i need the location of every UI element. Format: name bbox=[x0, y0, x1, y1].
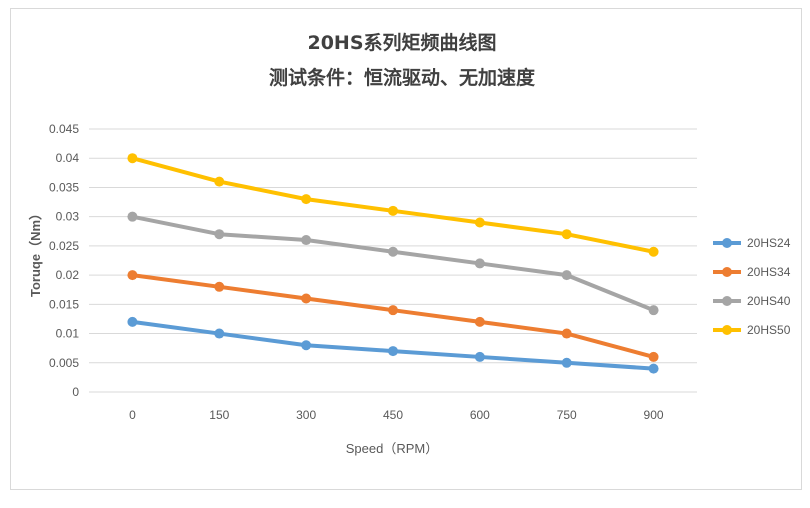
data-point-20HS40 bbox=[127, 211, 138, 222]
legend-label: 20HS24 bbox=[747, 236, 791, 250]
x-tick-label: 750 bbox=[557, 408, 577, 422]
y-tick-label: 0 bbox=[72, 385, 79, 399]
data-point-20HS40 bbox=[648, 305, 659, 316]
chart-subtitle: 测试条件：恒流驱动、无加速度 bbox=[269, 66, 536, 89]
y-axis-title: Toruqe（Nm） bbox=[28, 207, 43, 297]
legend-marker-20HS50 bbox=[722, 325, 732, 335]
chart-frame bbox=[10, 8, 802, 490]
legend-marker-20HS40 bbox=[722, 296, 732, 306]
x-tick-label: 600 bbox=[470, 408, 490, 422]
data-point-20HS24 bbox=[561, 357, 572, 368]
legend-label: 20HS40 bbox=[747, 294, 791, 308]
y-tick-label: 0.015 bbox=[49, 297, 79, 311]
data-point-20HS24 bbox=[214, 328, 225, 339]
y-tick-label: 0.04 bbox=[56, 151, 80, 165]
series-line-20HS34 bbox=[130, 273, 656, 359]
data-point-20HS34 bbox=[648, 351, 659, 362]
y-tick-label: 0.005 bbox=[49, 356, 79, 370]
data-point-20HS34 bbox=[214, 281, 225, 292]
x-tick-label: 150 bbox=[209, 408, 229, 422]
data-point-20HS40 bbox=[301, 235, 312, 246]
x-tick-label: 900 bbox=[644, 408, 664, 422]
y-tick-label: 0.025 bbox=[49, 239, 79, 253]
series-line-20HS24 bbox=[130, 319, 656, 371]
data-point-20HS24 bbox=[301, 340, 312, 351]
legend: 20HS24 20HS34 20HS40 20HS50 bbox=[713, 236, 791, 337]
data-point-20HS34 bbox=[301, 293, 312, 304]
data-point-20HS24 bbox=[474, 351, 485, 362]
data-point-20HS34 bbox=[474, 316, 485, 327]
data-point-20HS24 bbox=[127, 316, 138, 327]
y-tick-label: 0.045 bbox=[49, 122, 79, 136]
legend-label: 20HS50 bbox=[747, 323, 791, 337]
data-point-20HS50 bbox=[388, 205, 398, 216]
data-point-20HS50 bbox=[648, 246, 659, 257]
y-tick-label: 0.03 bbox=[56, 210, 80, 224]
data-point-20HS40 bbox=[214, 229, 225, 240]
x-tick-label: 300 bbox=[296, 408, 316, 422]
series-line-20HS50 bbox=[130, 156, 656, 254]
data-point-20HS40 bbox=[561, 270, 572, 281]
x-tick-label: 450 bbox=[383, 408, 403, 422]
data-point-20HS40 bbox=[388, 246, 398, 257]
y-tick-label: 0.01 bbox=[56, 327, 80, 341]
x-tick-labels: 0 150 300 450 600 750 900 bbox=[129, 408, 664, 422]
legend-label: 20HS34 bbox=[747, 265, 791, 279]
gridlines bbox=[89, 128, 697, 393]
data-point-20HS50 bbox=[127, 153, 138, 164]
data-point-20HS50 bbox=[214, 176, 225, 187]
data-point-20HS50 bbox=[301, 194, 312, 205]
legend-marker-20HS24 bbox=[722, 238, 732, 248]
data-point-20HS40 bbox=[474, 258, 485, 269]
data-point-20HS34 bbox=[388, 305, 398, 316]
series-line-20HS40 bbox=[130, 214, 656, 313]
data-point-20HS34 bbox=[561, 328, 572, 339]
legend-marker-20HS34 bbox=[722, 267, 732, 277]
data-point-20HS24 bbox=[388, 346, 398, 357]
data-point-20HS50 bbox=[474, 217, 485, 228]
chart-title: 20HS系列矩频曲线图 bbox=[307, 31, 496, 54]
data-point-20HS24 bbox=[648, 363, 659, 374]
y-tick-labels: 0 0.005 0.01 0.015 0.02 0.025 0.03 0.035 0.04 0.0… bbox=[49, 122, 79, 399]
series-lines bbox=[127, 153, 659, 374]
x-axis-title: Speed（RPM） bbox=[346, 441, 438, 456]
data-point-20HS50 bbox=[561, 229, 572, 240]
data-point-20HS34 bbox=[127, 270, 138, 281]
x-tick-label: 0 bbox=[129, 408, 136, 422]
y-tick-label: 0.035 bbox=[49, 180, 79, 194]
y-tick-label: 0.02 bbox=[56, 268, 80, 282]
